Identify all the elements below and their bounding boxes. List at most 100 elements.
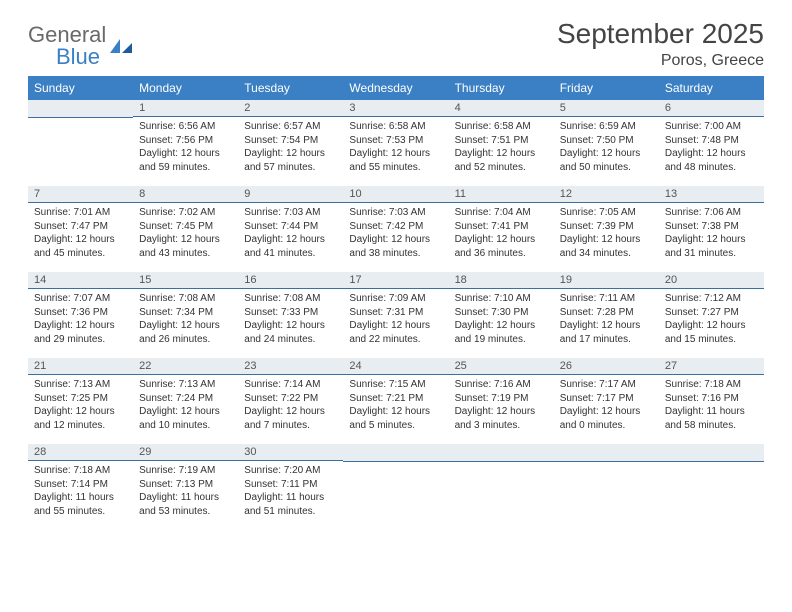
daylight-line: Daylight: 11 hours and 51 minutes. (244, 491, 337, 518)
title-block: September 2025 Poros, Greece (557, 18, 764, 70)
sunset-line: Sunset: 7:54 PM (244, 134, 337, 148)
day-number: 2 (238, 100, 343, 117)
day-info: Sunrise: 7:03 AMSunset: 7:42 PMDaylight:… (343, 203, 448, 266)
sunset-line: Sunset: 7:51 PM (455, 134, 548, 148)
sunrise-line: Sunrise: 7:12 AM (665, 292, 758, 306)
day-info: Sunrise: 7:01 AMSunset: 7:47 PMDaylight:… (28, 203, 133, 266)
day-info: Sunrise: 6:59 AMSunset: 7:50 PMDaylight:… (554, 117, 659, 180)
calendar-cell: 20Sunrise: 7:12 AMSunset: 7:27 PMDayligh… (659, 272, 764, 358)
calendar-cell: 2Sunrise: 6:57 AMSunset: 7:54 PMDaylight… (238, 100, 343, 186)
daylight-line: Daylight: 12 hours and 10 minutes. (139, 405, 232, 432)
sunrise-line: Sunrise: 7:03 AM (244, 206, 337, 220)
sunset-line: Sunset: 7:38 PM (665, 220, 758, 234)
sunset-line: Sunset: 7:39 PM (560, 220, 653, 234)
daylight-line: Daylight: 12 hours and 5 minutes. (349, 405, 442, 432)
sunset-line: Sunset: 7:31 PM (349, 306, 442, 320)
day-number: 1 (133, 100, 238, 117)
day-number: 26 (554, 358, 659, 375)
calendar-cell: 28Sunrise: 7:18 AMSunset: 7:14 PMDayligh… (28, 444, 133, 530)
daylight-line: Daylight: 12 hours and 7 minutes. (244, 405, 337, 432)
daylight-line: Daylight: 12 hours and 41 minutes. (244, 233, 337, 260)
sunrise-line: Sunrise: 6:59 AM (560, 120, 653, 134)
sunset-line: Sunset: 7:30 PM (455, 306, 548, 320)
dow-header: Sunday (28, 76, 133, 100)
calendar-cell: 13Sunrise: 7:06 AMSunset: 7:38 PMDayligh… (659, 186, 764, 272)
calendar-cell: 5Sunrise: 6:59 AMSunset: 7:50 PMDaylight… (554, 100, 659, 186)
calendar-cell: 25Sunrise: 7:16 AMSunset: 7:19 PMDayligh… (449, 358, 554, 444)
sunrise-line: Sunrise: 7:13 AM (139, 378, 232, 392)
sunset-line: Sunset: 7:41 PM (455, 220, 548, 234)
calendar-cell: 21 Sunrise: 7:13 AMSunset: 7:25 PMDayligh… (28, 358, 133, 444)
sunset-line: Sunset: 7:34 PM (139, 306, 232, 320)
day-number: 27 (659, 358, 764, 375)
daylight-line: Daylight: 12 hours and 12 minutes. (34, 405, 127, 432)
day-info: Sunrise: 7:07 AMSunset: 7:36 PMDaylight:… (28, 289, 133, 352)
day-info: Sunrise: 7:05 AMSunset: 7:39 PMDaylight:… (554, 203, 659, 266)
daylight-line: Daylight: 11 hours and 58 minutes. (665, 405, 758, 432)
sunset-line: Sunset: 7:44 PM (244, 220, 337, 234)
sunset-line: Sunset: 7:21 PM (349, 392, 442, 406)
daylight-line: Daylight: 12 hours and 52 minutes. (455, 147, 548, 174)
sunrise-line: Sunrise: 6:57 AM (244, 120, 337, 134)
daylight-line: Daylight: 12 hours and 17 minutes. (560, 319, 653, 346)
daylight-line: Daylight: 11 hours and 55 minutes. (34, 491, 127, 518)
sunset-line: Sunset: 7:17 PM (560, 392, 653, 406)
calendar-cell: 24Sunrise: 7:15 AMSunset: 7:21 PMDayligh… (343, 358, 448, 444)
day-number: 9 (238, 186, 343, 203)
day-number: 21 (28, 358, 133, 375)
daylight-line: Daylight: 12 hours and 48 minutes. (665, 147, 758, 174)
day-number: 18 (449, 272, 554, 289)
sunrise-line: Sunrise: 7:16 AM (455, 378, 548, 392)
sunrise-line: Sunrise: 6:56 AM (139, 120, 232, 134)
sunset-line: Sunset: 7:50 PM (560, 134, 653, 148)
calendar-cell: 10Sunrise: 7:03 AMSunset: 7:42 PMDayligh… (343, 186, 448, 272)
sunrise-line: Sunrise: 7:17 AM (560, 378, 653, 392)
calendar-body: 1Sunrise: 6:56 AMSunset: 7:56 PMDaylight… (28, 100, 764, 530)
calendar-page: General Blue September 2025 Poros, Greec… (0, 0, 792, 548)
day-number: 17 (343, 272, 448, 289)
daylight-line: Daylight: 12 hours and 31 minutes. (665, 233, 758, 260)
day-number: 30 (238, 444, 343, 461)
logo: General Blue (28, 18, 134, 68)
sunset-line: Sunset: 7:25 PM (34, 392, 127, 406)
sunset-line: Sunset: 7:45 PM (139, 220, 232, 234)
daynum-row-empty (28, 100, 133, 118)
sunrise-line: Sunrise: 7:03 AM (349, 206, 442, 220)
daylight-line: Daylight: 12 hours and 22 minutes. (349, 319, 442, 346)
day-number: 8 (133, 186, 238, 203)
sunrise-line: Sunrise: 7:14 AM (244, 378, 337, 392)
day-info: Sunrise: 7:14 AMSunset: 7:22 PMDaylight:… (238, 375, 343, 438)
calendar-cell (28, 100, 133, 186)
calendar-cell: 29Sunrise: 7:19 AMSunset: 7:13 PMDayligh… (133, 444, 238, 530)
sail-icon (108, 37, 134, 55)
day-info: Sunrise: 7:03 AMSunset: 7:44 PMDaylight:… (238, 203, 343, 266)
day-info: Sunrise: 6:58 AMSunset: 7:51 PMDaylight:… (449, 117, 554, 180)
calendar-row: 14Sunrise: 7:07 AMSunset: 7:36 PMDayligh… (28, 272, 764, 358)
calendar-cell: 4Sunrise: 6:58 AMSunset: 7:51 PMDaylight… (449, 100, 554, 186)
daylight-line: Daylight: 12 hours and 24 minutes. (244, 319, 337, 346)
sunrise-line: Sunrise: 7:09 AM (349, 292, 442, 306)
daylight-line: Daylight: 12 hours and 36 minutes. (455, 233, 548, 260)
calendar-cell: 14Sunrise: 7:07 AMSunset: 7:36 PMDayligh… (28, 272, 133, 358)
sunrise-line: Sunrise: 7:13 AM (34, 378, 127, 392)
sunrise-line: Sunrise: 7:10 AM (455, 292, 548, 306)
day-info: Sunrise: 7:02 AMSunset: 7:45 PMDaylight:… (133, 203, 238, 266)
day-info: Sunrise: 7:00 AMSunset: 7:48 PMDaylight:… (659, 117, 764, 180)
daynum-row-empty (554, 444, 659, 462)
day-info: Sunrise: 7:19 AMSunset: 7:13 PMDaylight:… (133, 461, 238, 524)
dow-header: Friday (554, 76, 659, 100)
sunrise-line: Sunrise: 7:11 AM (560, 292, 653, 306)
day-number: 5 (554, 100, 659, 117)
calendar-head: SundayMondayTuesdayWednesdayThursdayFrid… (28, 76, 764, 100)
calendar-cell: 9Sunrise: 7:03 AMSunset: 7:44 PMDaylight… (238, 186, 343, 272)
day-number: 10 (343, 186, 448, 203)
day-number: 24 (343, 358, 448, 375)
sunset-line: Sunset: 7:47 PM (34, 220, 127, 234)
day-info: Sunrise: 7:09 AMSunset: 7:31 PMDaylight:… (343, 289, 448, 352)
sunrise-line: Sunrise: 7:07 AM (34, 292, 127, 306)
dow-header: Monday (133, 76, 238, 100)
sunrise-line: Sunrise: 6:58 AM (455, 120, 548, 134)
sunrise-line: Sunrise: 7:06 AM (665, 206, 758, 220)
day-info: Sunrise: 7:16 AMSunset: 7:19 PMDaylight:… (449, 375, 554, 438)
month-title: September 2025 (557, 18, 764, 50)
